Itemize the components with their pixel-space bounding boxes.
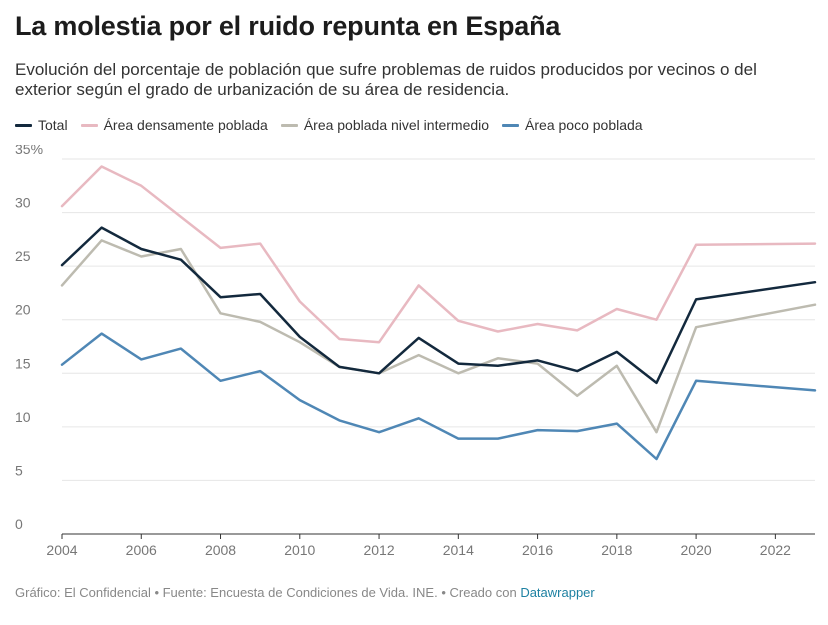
datawrapper-link[interactable]: Datawrapper (520, 585, 595, 600)
legend-label-poco: Área poco poblada (525, 117, 643, 133)
footer-credit: Gráfico: El Confidencial • Fuente: Encue… (15, 585, 521, 600)
x-tick-label: 2014 (443, 542, 474, 558)
legend-label-total: Total (38, 117, 68, 133)
y-tick-label: 5 (15, 462, 23, 478)
x-tick-label: 2016 (522, 542, 553, 558)
y-tick-label: 20 (15, 302, 31, 318)
x-tick-label: 2004 (46, 542, 77, 558)
y-tick-label: 10 (15, 409, 31, 425)
legend-item-densa[interactable]: Área densamente poblada (80, 117, 268, 133)
legend-label-densa: Área densamente poblada (103, 117, 268, 133)
x-tick-label: 2006 (126, 542, 157, 558)
legend-swatch-total (15, 123, 32, 127)
y-tick-label: 35% (15, 145, 43, 157)
x-tick-label: 2022 (760, 542, 791, 558)
legend: Total Área densamente poblada Área pobla… (15, 117, 656, 133)
series-line-poco (60, 332, 817, 461)
y-tick-label: 25 (15, 248, 31, 264)
y-tick-label: 15 (15, 355, 31, 371)
legend-item-intermedia[interactable]: Área poblada nivel intermedio (280, 117, 490, 133)
legend-item-poco[interactable]: Área poco poblada (502, 117, 643, 133)
x-tick-label: 2018 (601, 542, 632, 558)
series-line-densa (60, 165, 817, 344)
legend-swatch-intermedia (280, 123, 298, 127)
x-tick-label: 2010 (284, 542, 315, 558)
footer: Gráfico: El Confidencial • Fuente: Encue… (15, 585, 595, 600)
legend-item-total[interactable]: Total (15, 117, 68, 133)
legend-label-intermedia: Área poblada nivel intermedio (303, 117, 490, 133)
series-line-intermedia (60, 239, 817, 434)
legend-swatch-poco (502, 123, 520, 127)
y-tick-label: 0 (15, 516, 23, 532)
series-line-total (60, 226, 817, 385)
x-tick-label: 2008 (205, 542, 236, 558)
chart-title: La molestia por el ruido repunta en Espa… (15, 11, 561, 41)
line-chart: 0 5 10 15 20 25 30 35% 2004 2006 2008 2010 2012 2014 2… (15, 145, 817, 558)
chart-subtitle: Evolución del porcentaje de población qu… (15, 60, 757, 99)
x-tick-label: 2020 (681, 542, 712, 558)
x-tick-label: 2012 (363, 542, 394, 558)
y-tick-label: 30 (15, 195, 31, 211)
legend-swatch-densa (80, 123, 98, 127)
